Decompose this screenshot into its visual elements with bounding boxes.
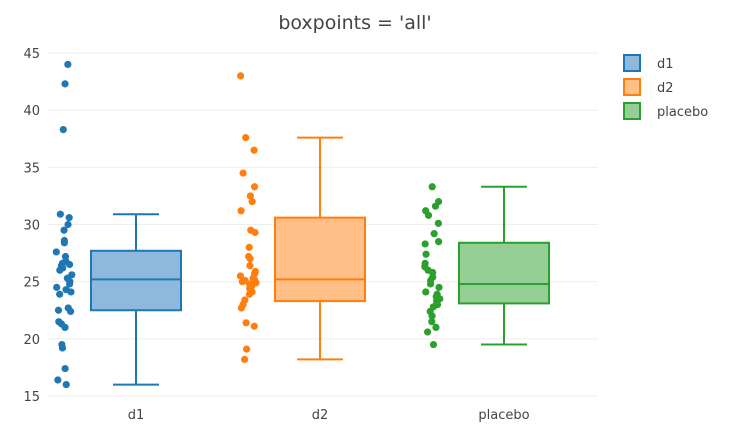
iqr-box-d2 [274, 216, 366, 303]
point-d2[interactable] [237, 72, 245, 80]
point-d1[interactable] [62, 380, 70, 389]
iqr-box-placebo [458, 241, 550, 305]
legend[interactable]: d1 d2 placebo [623, 54, 708, 120]
point-d1[interactable] [58, 344, 67, 352]
point-placebo[interactable] [426, 280, 435, 288]
point-d2[interactable] [245, 290, 254, 298]
point-d2[interactable] [251, 228, 259, 237]
point-d2[interactable] [236, 272, 245, 280]
box-d1[interactable] [90, 213, 182, 386]
x-tick-label-d2: d2 [312, 408, 329, 423]
point-d1[interactable] [54, 306, 63, 314]
point-placebo[interactable] [421, 240, 429, 248]
point-placebo[interactable] [435, 283, 443, 291]
point-d1[interactable] [52, 248, 60, 256]
point-d2[interactable] [242, 319, 250, 327]
point-placebo[interactable] [428, 183, 436, 191]
point-d2[interactable] [240, 355, 249, 364]
iqr-box-d1 [90, 249, 182, 312]
x-tick-label-d1: d1 [128, 408, 145, 423]
legend-swatch-placebo [623, 102, 641, 120]
point-d1[interactable] [53, 283, 61, 291]
y-axis-ticks: 15 20 25 30 35 40 45 [23, 47, 40, 405]
point-placebo[interactable] [429, 340, 438, 349]
point-placebo[interactable] [430, 230, 438, 238]
legend-label-d1: d1 [657, 57, 674, 72]
point-d1[interactable] [66, 307, 75, 315]
legend-swatch-d1 [623, 54, 641, 72]
point-d1[interactable] [59, 126, 67, 134]
point-placebo[interactable] [431, 202, 440, 210]
point-placebo[interactable] [432, 323, 440, 331]
point-d2[interactable] [242, 345, 251, 353]
point-d2[interactable] [238, 278, 246, 286]
legend-label-placebo: placebo [657, 105, 708, 120]
legend-item-placebo[interactable]: placebo [623, 102, 708, 120]
point-d1[interactable] [56, 266, 64, 274]
point-d2[interactable] [246, 255, 254, 263]
point-d1[interactable] [60, 239, 68, 247]
point-d2[interactable] [250, 146, 258, 154]
point-d1[interactable] [54, 376, 62, 384]
y-tick-label-40: 40 [23, 104, 40, 119]
point-d2[interactable] [250, 183, 259, 191]
point-d1[interactable] [60, 226, 68, 234]
point-d1[interactable] [65, 260, 74, 269]
point-d1[interactable] [66, 280, 74, 288]
boxes [90, 136, 550, 386]
y-tick-label-20: 20 [23, 333, 40, 348]
y-tick-label-45: 45 [23, 47, 40, 62]
x-tick-label-placebo: placebo [478, 408, 529, 423]
y-tick-label-25: 25 [23, 276, 40, 291]
point-d2[interactable] [242, 134, 250, 142]
legend-item-d2[interactable]: d2 [623, 78, 674, 96]
box-placebo[interactable] [458, 185, 550, 346]
point-placebo[interactable] [434, 219, 442, 227]
legend-item-d1[interactable]: d1 [623, 54, 674, 72]
point-d2[interactable] [237, 304, 246, 312]
point-d2[interactable] [237, 207, 245, 215]
point-d1[interactable] [56, 210, 64, 218]
point-d1[interactable] [61, 364, 69, 373]
point-placebo[interactable] [423, 328, 432, 336]
point-placebo[interactable] [428, 318, 436, 326]
point-placebo[interactable] [428, 312, 436, 320]
legend-swatch-d2 [623, 78, 641, 96]
x-axis-ticks: d1 d2 placebo [128, 408, 530, 423]
box-d2[interactable] [274, 136, 366, 361]
point-placebo[interactable] [422, 288, 430, 296]
y-tick-label-35: 35 [23, 161, 40, 176]
y-tick-label-30: 30 [23, 219, 40, 234]
point-d1[interactable] [67, 288, 75, 296]
point-d2[interactable] [246, 262, 254, 270]
point-d1[interactable] [64, 220, 72, 229]
point-d2[interactable] [246, 192, 254, 200]
points [52, 60, 444, 389]
chart-title: boxpoints = 'all' [278, 12, 431, 34]
point-d2[interactable] [245, 243, 253, 251]
point-d2[interactable] [250, 322, 258, 330]
point-placebo[interactable] [424, 211, 433, 219]
point-placebo[interactable] [435, 238, 443, 246]
legend-label-d2: d2 [657, 81, 674, 96]
point-d1[interactable] [65, 214, 73, 222]
point-placebo[interactable] [422, 250, 430, 258]
y-tick-label-15: 15 [23, 390, 40, 405]
point-d2[interactable] [248, 198, 256, 206]
point-d1[interactable] [64, 60, 72, 69]
point-d2[interactable] [239, 169, 247, 177]
point-d1[interactable] [61, 80, 69, 88]
point-d1[interactable] [61, 323, 69, 331]
point-d1[interactable] [56, 290, 64, 298]
